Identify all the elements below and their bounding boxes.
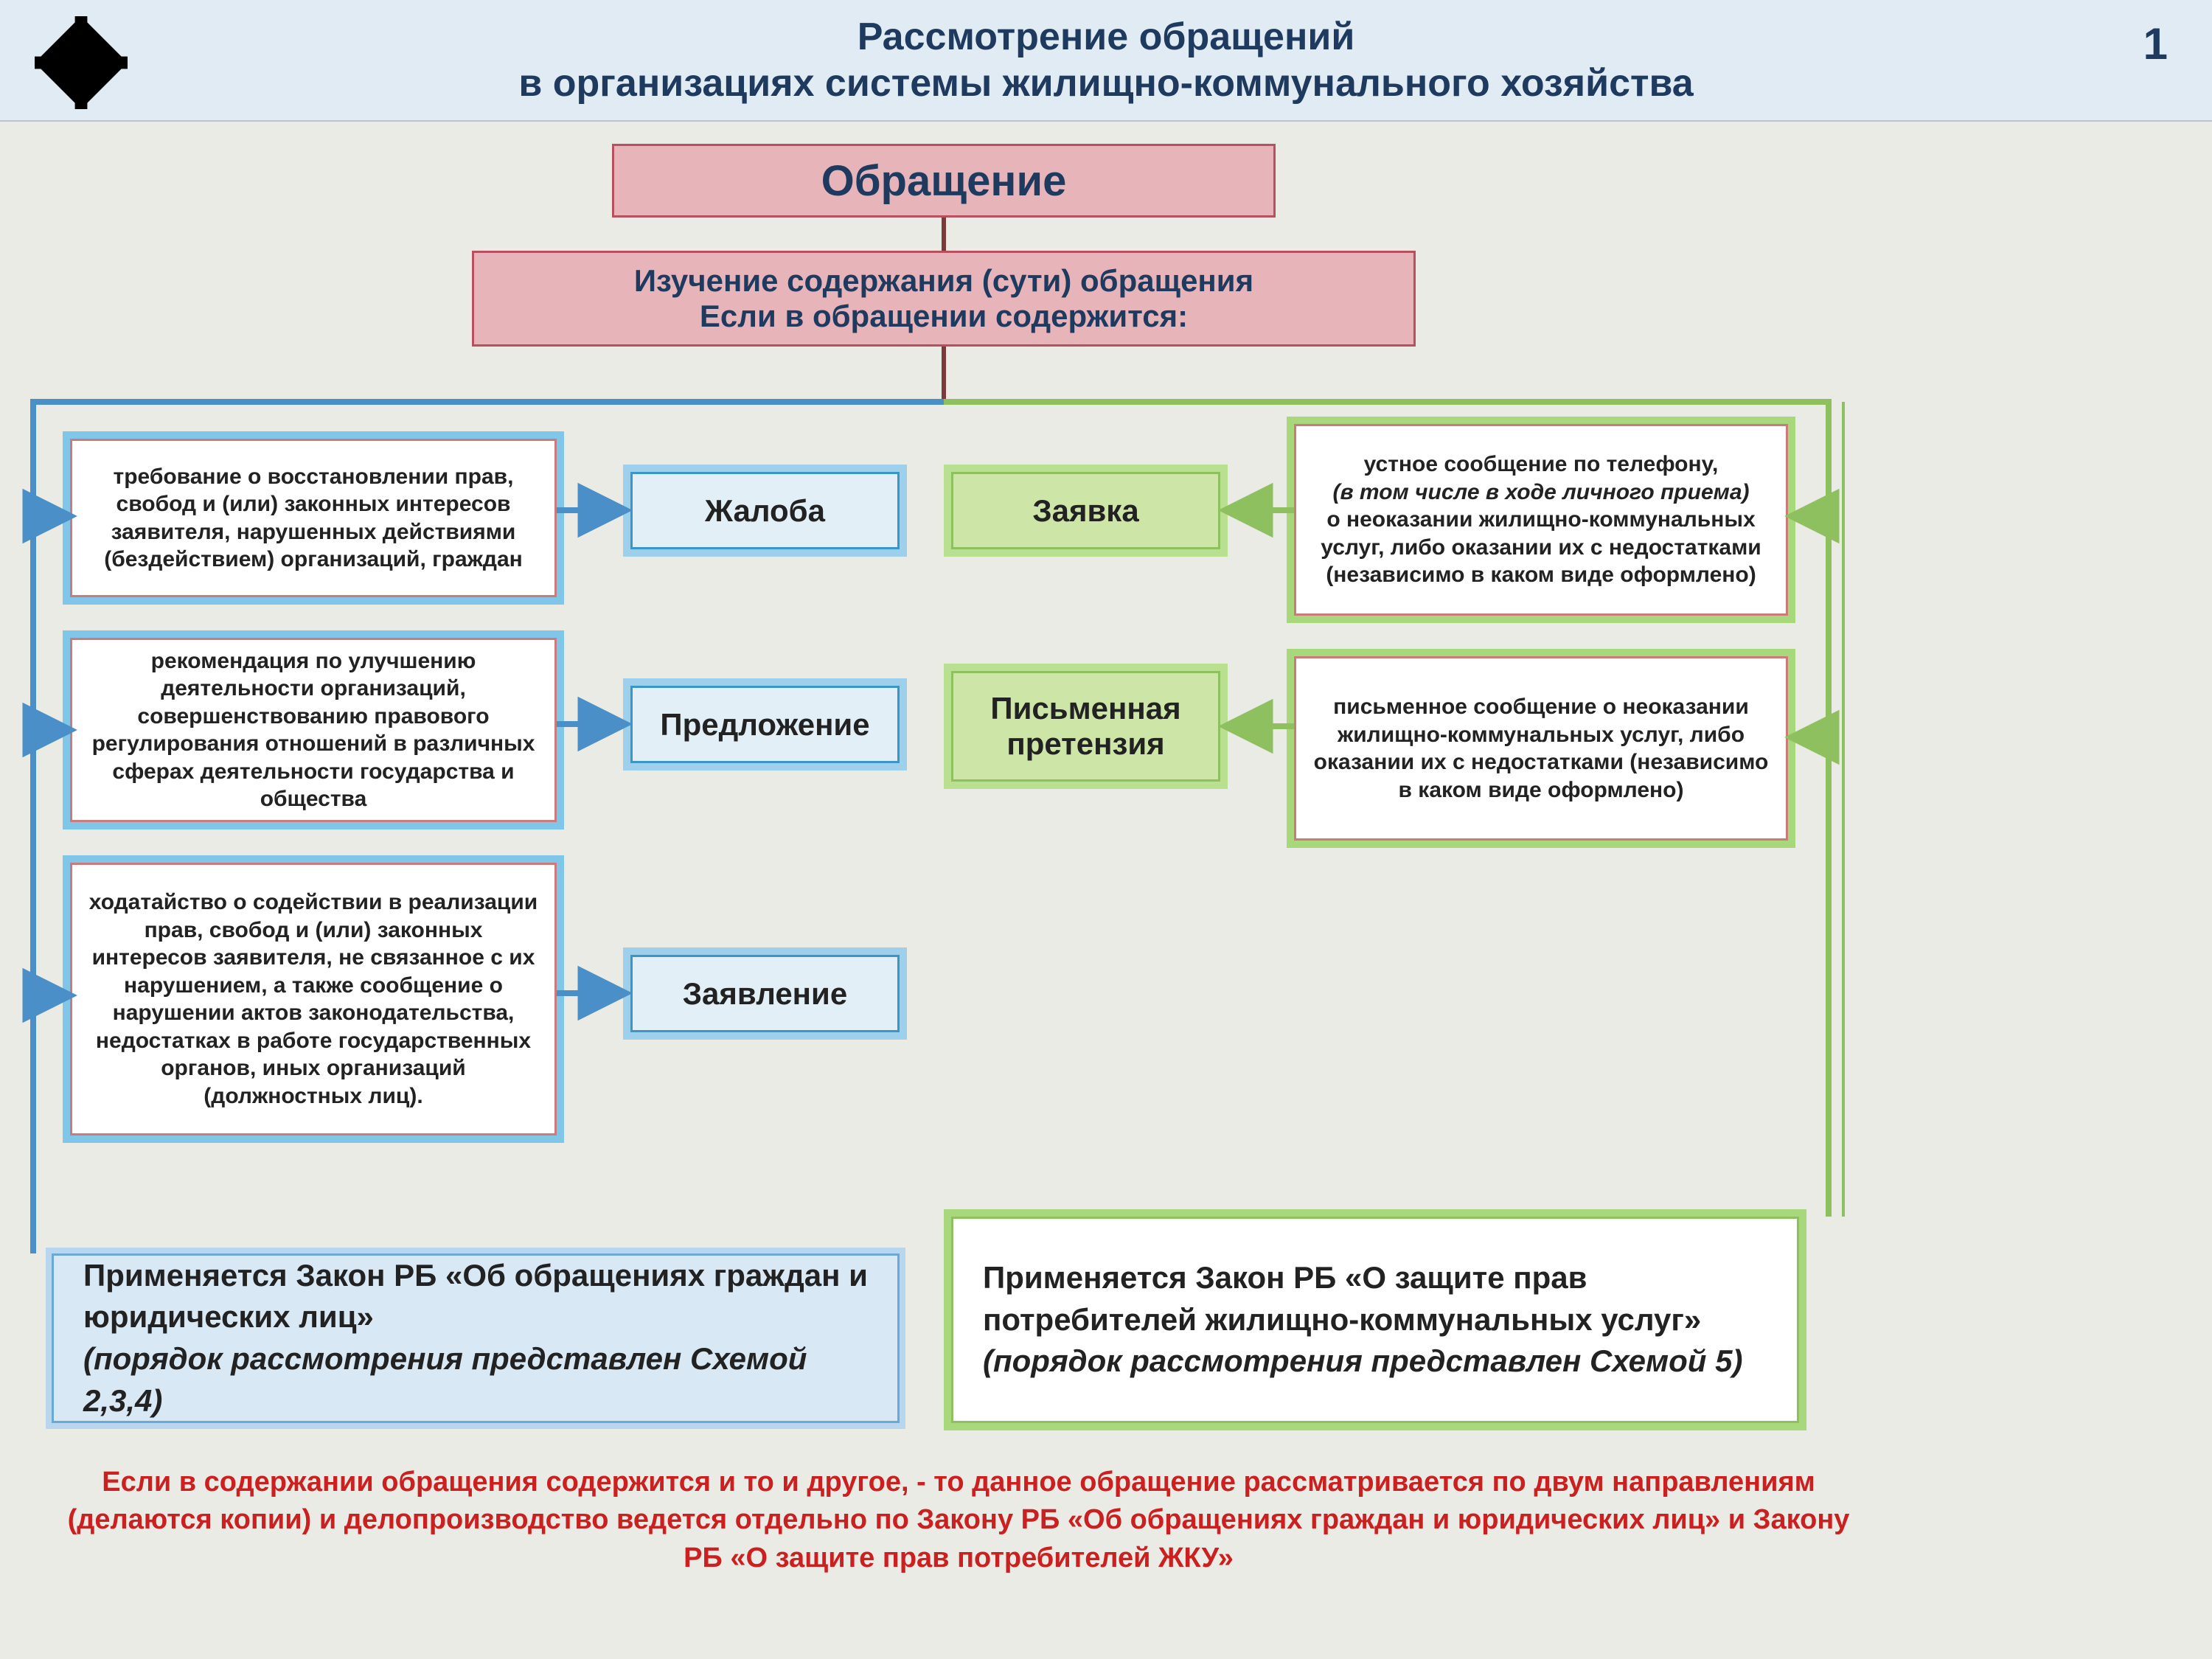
- right-desc-1: письменное сообщение о неоказании жилищн…: [1294, 656, 1788, 841]
- title-line1: Рассмотрение обращений: [858, 14, 1355, 60]
- logo-icon: [29, 11, 133, 114]
- footer-note: Если в содержании обращения содержится и…: [44, 1464, 1873, 1577]
- node-study: Изучение содержания (сути) обращенияЕсли…: [472, 251, 1416, 347]
- right-category-0: Заявка: [951, 472, 1220, 549]
- page-number: 1: [2143, 18, 2168, 69]
- left-category-0: Жалоба: [630, 472, 900, 549]
- left-category-1: Предложение: [630, 686, 900, 763]
- rc-1-l2: претензия: [1006, 726, 1164, 762]
- law-left: Применяется Закон РБ «Об обращениях граж…: [52, 1253, 900, 1423]
- node-root: Обращение: [612, 144, 1276, 218]
- title-line2: в организациях системы жилищно-коммуналь…: [518, 60, 1693, 106]
- study-line1: Изучение содержания (сути) обращения: [634, 263, 1253, 299]
- left-category-2: Заявление: [630, 955, 900, 1032]
- right-category-1: Письменнаяпретензия: [951, 671, 1220, 782]
- study-line2: Если в обращении содержится:: [700, 299, 1188, 334]
- left-desc-0: требование о восстановлении прав, свобод…: [70, 439, 557, 597]
- law-right: Применяется Закон РБ «О защите прав потр…: [951, 1217, 1799, 1423]
- left-desc-1: рекомендация по улучшению деятельности о…: [70, 638, 557, 822]
- header-bar: Рассмотрение обращенийв организациях сис…: [0, 0, 2212, 122]
- left-desc-2: ходатайство о содействии в реализации пр…: [70, 863, 557, 1135]
- right-desc-0: устное сообщение по телефону, (в том чис…: [1294, 424, 1788, 616]
- rc-1-l1: Письменная: [990, 691, 1180, 726]
